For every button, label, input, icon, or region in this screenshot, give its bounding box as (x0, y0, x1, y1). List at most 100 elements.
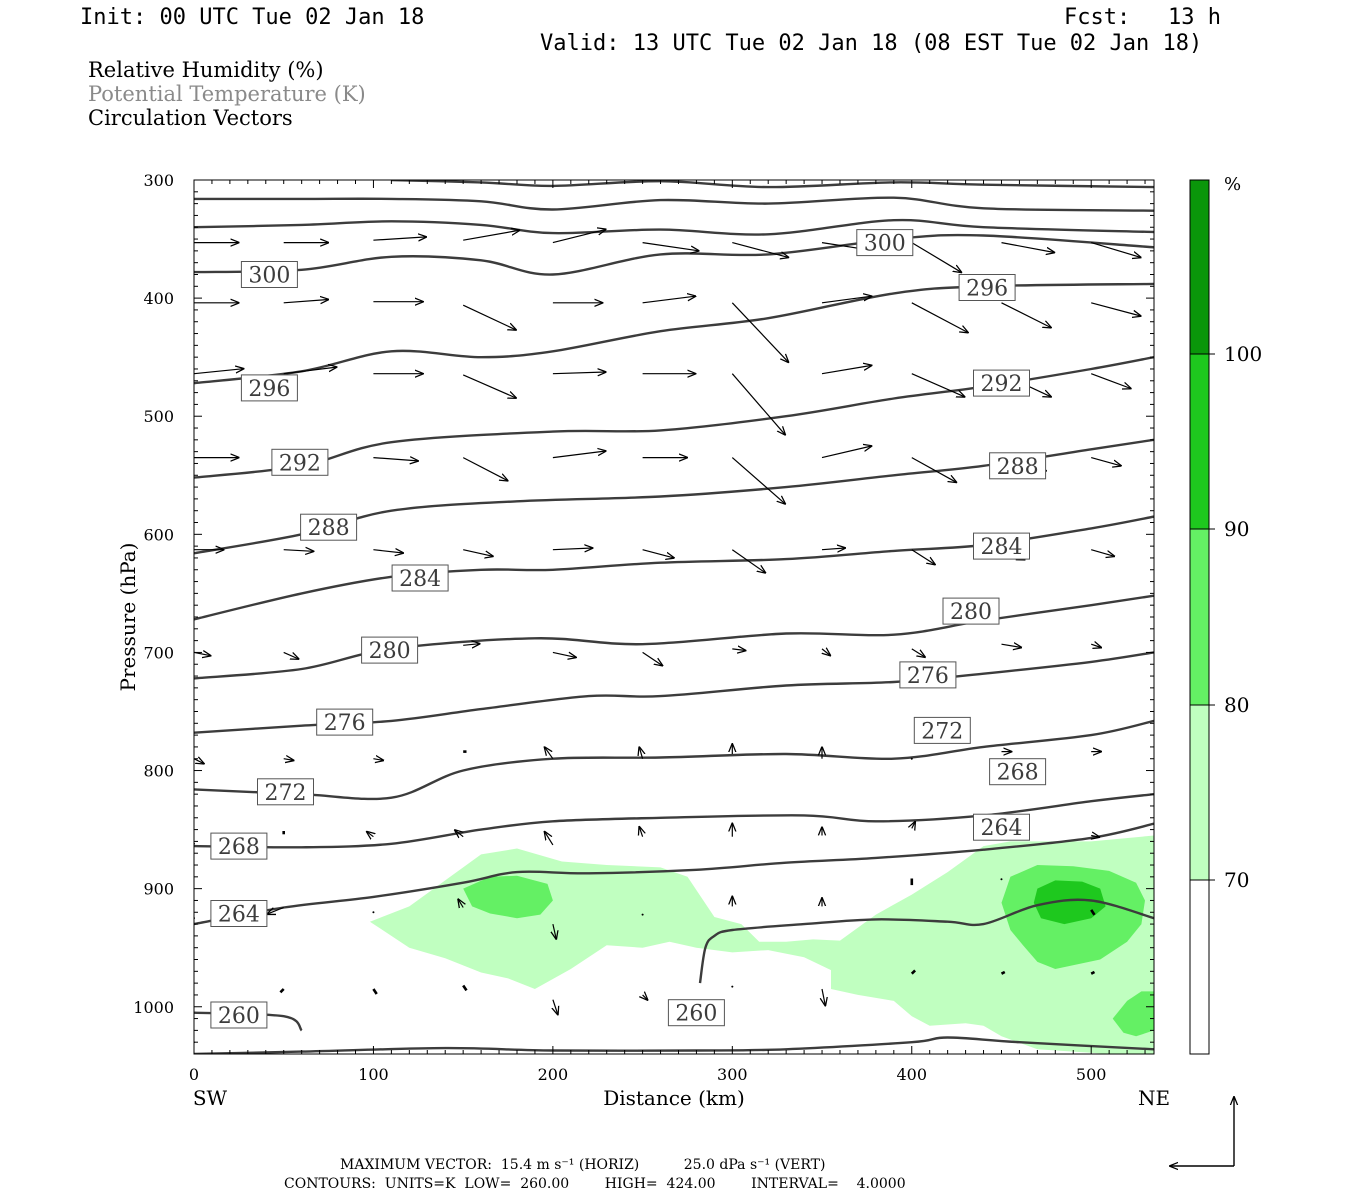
theta-label-268: 268 (210, 832, 268, 860)
circulation-vector (910, 969, 917, 975)
theta-label-box (240, 261, 298, 288)
circulation-vector (1091, 644, 1101, 647)
circulation-vector (545, 832, 554, 846)
theta-contour-line (194, 282, 1154, 385)
colorbar-unit: % (1224, 174, 1241, 195)
circulation-vector (911, 648, 925, 657)
theta-label-text: 276 (324, 711, 366, 736)
y-axis-title: Pressure (hPa) (116, 543, 140, 692)
circulation-vector (372, 911, 375, 914)
theta-label-text: 288 (997, 455, 1039, 480)
theta-label-box (271, 448, 329, 476)
circulation-vector (643, 995, 648, 1000)
theta-label-280: 280 (942, 597, 1000, 625)
theta-contour-line (194, 719, 1154, 801)
theta-label-text: 260 (675, 1002, 717, 1027)
theta-label-box (989, 452, 1047, 480)
y-tick-label: 300 (143, 171, 174, 190)
circulation-vector (642, 296, 696, 304)
theta-contour-line (194, 233, 1154, 276)
circulation-vector (639, 747, 642, 759)
circulation-vector (639, 827, 642, 837)
circulation-vector (821, 296, 872, 304)
circulation-vector (283, 300, 329, 303)
field-theta-label: Potential Temperature (K) (88, 82, 366, 106)
theta-label-text: 300 (864, 232, 906, 257)
x-tick-label: 200 (538, 1065, 569, 1084)
theta-label-box (856, 229, 914, 257)
x-tick-label: 400 (896, 1065, 927, 1084)
theta-label-box (300, 513, 358, 541)
init-time: Init: 00 UTC Tue 02 Jan 18 (80, 5, 425, 30)
circulation-vector (1000, 970, 1006, 975)
y-tick-label: 900 (143, 880, 174, 899)
y-tick-label: 1000 (133, 998, 174, 1017)
circulation-vector (1091, 457, 1121, 466)
circulation-vector (642, 651, 663, 665)
theta-label-text: 292 (279, 451, 321, 476)
circulation-vector (911, 302, 968, 333)
theta-label-text: 292 (981, 372, 1023, 397)
circulation-vector (462, 304, 516, 330)
theta-label-264: 264 (973, 813, 1030, 841)
theta-contour-line (698, 898, 1154, 984)
theta-label-text: 280 (950, 600, 992, 625)
circulation-vector (283, 651, 299, 659)
theta-label-text: 260 (218, 1004, 260, 1029)
colorbar-segment (1190, 705, 1209, 880)
colorbar: 70 80 90 100% (1189, 174, 1262, 1055)
field-rh-label: Relative Humidity (%) (88, 58, 324, 82)
theta-label-box (973, 813, 1030, 841)
circulation-vector (283, 367, 337, 375)
circulation-vector (731, 302, 788, 362)
colorbar-label: 80 (1224, 693, 1249, 717)
theta-label-260: 260 (667, 999, 725, 1027)
circulation-vector (373, 759, 383, 761)
circulation-vector (911, 457, 957, 483)
circulation-vector (552, 229, 606, 244)
circulation-vector (373, 550, 403, 553)
x-tick-label: 500 (1076, 1065, 1107, 1084)
circulation-vector (545, 747, 554, 760)
theta-label-text: 268 (218, 835, 260, 860)
circulation-vector (642, 242, 699, 251)
theta-label-box (973, 369, 1030, 397)
circulation-vector (911, 242, 962, 273)
circulation-vector (283, 759, 294, 761)
circulation-vector (821, 365, 872, 375)
theta-label-272: 272 (913, 716, 971, 744)
circulation-vector (910, 757, 913, 760)
y-tick-label: 600 (143, 525, 174, 544)
circulation-vector (553, 999, 558, 1015)
theta-label-box (257, 778, 314, 806)
theta-label-text: 300 (248, 264, 290, 289)
theta-label-box (240, 374, 298, 402)
circulation-vector (552, 548, 593, 550)
colorbar-segment (1190, 880, 1209, 1054)
circulation-vector (821, 548, 845, 550)
colorbar-label: 90 (1224, 517, 1249, 541)
x-tick-label: 300 (717, 1065, 748, 1084)
circulation-vector (463, 230, 519, 241)
theta-contour-line (391, 180, 1154, 189)
theta-label-box (989, 758, 1047, 786)
theta-label-box (942, 597, 1000, 625)
theta-contour-line (194, 822, 1154, 926)
theta-contour-line (194, 594, 1154, 680)
theta-label-box (316, 708, 374, 736)
forecast-hour: 13 h (1168, 5, 1221, 30)
circulation-vector (822, 988, 825, 1006)
contour-labels: 300 300 296 296 292 292 288 288 284 284 280 280 276 2… (210, 229, 1047, 1029)
theta-label-text: 284 (399, 567, 441, 592)
theta-label-box (391, 564, 449, 592)
theta-label-284: 284 (973, 532, 1030, 560)
y-tick-label: 400 (143, 289, 174, 308)
circulation-vector (732, 649, 745, 651)
colorbar-frame (1189, 179, 1210, 1055)
valid-time: Valid: 13 UTC Tue 02 Jan 18 (08 EST Tue … (540, 31, 1203, 56)
circulation-vector (552, 372, 606, 374)
x-start-label: SW (193, 1086, 228, 1110)
circulation-vector (1091, 242, 1141, 258)
theta-label-268: 268 (989, 758, 1047, 786)
theta-label-text: 264 (218, 903, 260, 928)
